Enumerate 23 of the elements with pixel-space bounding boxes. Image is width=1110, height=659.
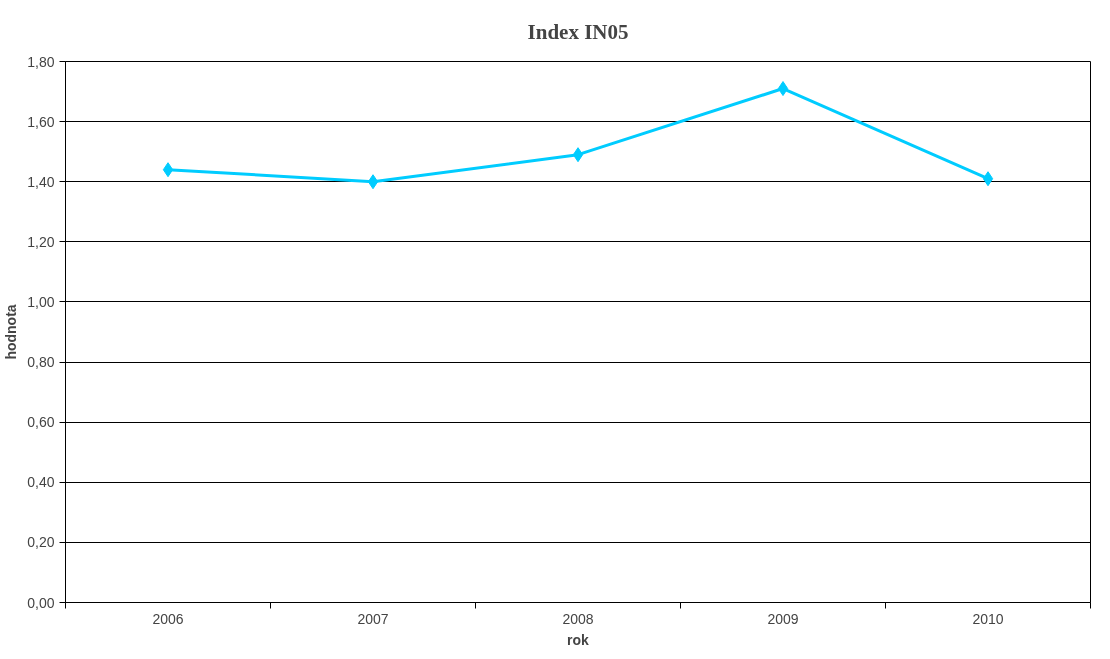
x-tick-label: 2008 [562, 610, 594, 627]
y-axis-title: hodnota [3, 304, 20, 360]
x-tick-label: 2010 [972, 610, 1004, 627]
y-tick-label: 0,40 [27, 474, 55, 491]
x-tick-label: 2009 [767, 610, 799, 627]
y-tick-label: 0,20 [27, 534, 55, 551]
y-tick-label: 1,20 [27, 233, 55, 250]
y-tick-label: 1,00 [27, 293, 55, 310]
y-tick-label: 0,00 [27, 594, 55, 611]
y-tick-label: 0,60 [27, 414, 55, 431]
point [572, 147, 584, 163]
chart-title: Index IN05 [527, 20, 629, 44]
point [982, 171, 994, 187]
point [367, 174, 379, 190]
y-tick-label: 1,80 [27, 53, 55, 70]
x-tick-label: 2007 [357, 610, 389, 627]
y-tick-label: 1,60 [27, 113, 55, 130]
point [162, 162, 174, 178]
x-tick-label: 2006 [152, 610, 184, 627]
point [777, 81, 789, 97]
y-tick-label: 1,40 [27, 173, 55, 190]
x-axis-title: rok [567, 631, 590, 648]
y-tick-label: 0,80 [27, 354, 55, 371]
